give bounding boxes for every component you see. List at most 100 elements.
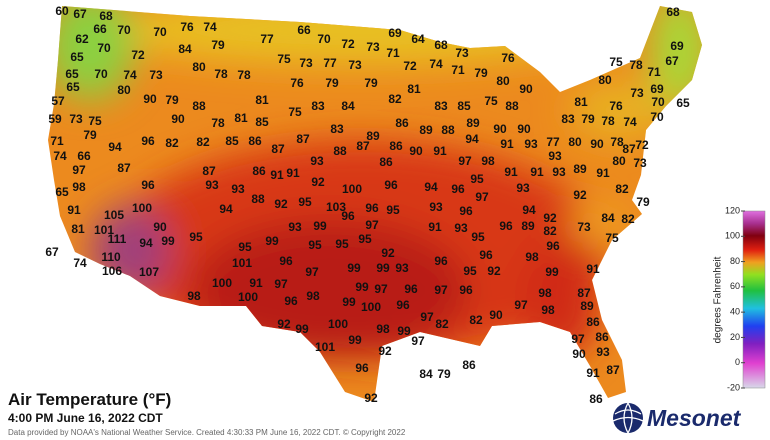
station-temp: 75 [484,94,498,108]
station-temp: 92 [381,246,395,260]
station-temp: 70 [97,41,111,55]
station-temp: 79 [581,112,595,126]
station-temp: 91 [67,203,81,217]
station-temp: 84 [178,42,192,56]
station-temp: 87 [356,139,370,153]
station-temp: 86 [389,139,403,153]
colorbar-tick-label: 60 [730,281,740,291]
station-temp: 100 [328,317,348,331]
logo: Mesonet [612,402,742,434]
station-temp: 95 [463,264,477,278]
colorbar-tick-label: 40 [730,307,740,317]
station-temp: 87 [606,363,620,377]
station-temp: 78 [214,67,228,81]
station-temp: 64 [411,32,425,46]
station-temp: 80 [598,73,612,87]
station-temp: 87 [271,142,285,156]
station-temp: 97 [305,265,319,279]
station-temp: 96 [141,134,155,148]
station-temp: 100 [361,300,381,314]
station-temp: 91 [249,276,263,290]
station-temp: 100 [342,182,362,196]
station-temp: 71 [647,65,661,79]
colorbar-tick-label: -20 [727,382,740,392]
station-temp: 96 [141,178,155,192]
colorbar-tick-label: 20 [730,332,740,342]
station-temp: 69 [670,39,684,53]
station-temp: 79 [474,66,488,80]
station-temp: 85 [457,99,471,113]
station-temp: 90 [572,347,586,361]
station-temp: 82 [543,224,557,238]
station-temp: 79 [83,128,97,142]
station-temp: 80 [496,74,510,88]
station-temp: 69 [388,26,402,40]
station-temp: 70 [153,25,167,39]
station-temp: 99 [348,333,362,347]
station-temp: 98 [72,180,86,194]
station-temp: 98 [187,289,201,303]
station-temp: 99 [376,261,390,275]
station-temp: 92 [487,264,501,278]
station-temp: 97 [374,282,388,296]
station-temp: 96 [451,182,465,196]
station-temp: 91 [428,220,442,234]
station-temp: 86 [395,116,409,130]
station-temp: 95 [470,172,484,186]
station-temp: 99 [342,295,356,309]
station-temp: 88 [441,123,455,137]
station-temp: 59 [48,112,62,126]
station-temp: 96 [279,254,293,268]
station-temp: 99 [313,219,327,233]
station-temp: 83 [434,99,448,113]
station-temp: 97 [420,310,434,324]
station-temp: 96 [404,282,418,296]
station-temp: 67 [73,7,87,21]
station-temp: 70 [117,23,131,37]
station-temp: 65 [676,96,690,110]
station-temp: 78 [211,116,225,130]
station-temp: 99 [347,261,361,275]
station-temp: 65 [65,67,79,81]
station-temp: 92 [364,391,378,405]
station-temp: 72 [341,37,355,51]
station-temp: 97 [274,277,288,291]
station-temp: 71 [50,134,64,148]
station-temp: 99 [397,324,411,338]
timestamp: 4:00 PM June 16, 2022 CDT [8,411,163,425]
station-temp: 93 [552,165,566,179]
station-temp: 90 [143,92,157,106]
station-temp: 78 [601,114,615,128]
station-temp: 82 [196,135,210,149]
station-temp: 73 [69,112,83,126]
station-temp: 66 [93,22,107,36]
station-temp: 68 [666,5,680,19]
station-temp: 57 [51,94,65,108]
station-temp: 91 [270,168,284,182]
station-temp: 75 [609,55,623,69]
station-temp: 72 [635,138,649,152]
colorbar-tick-label: 120 [725,205,740,215]
station-temp: 87 [296,132,310,146]
station-temp: 93 [395,261,409,275]
station-temp: 85 [225,134,239,148]
station-temp: 74 [53,149,67,163]
station-temp: 111 [108,232,127,246]
station-temp: 90 [409,144,423,158]
station-temp: 91 [504,165,518,179]
station-temp: 99 [295,322,309,336]
station-temp: 80 [612,154,626,168]
station-temp: 95 [335,237,349,251]
station-temp: 97 [365,218,379,232]
station-temp: 99 [265,234,279,248]
station-temp: 82 [165,136,179,150]
station-temp: 77 [323,56,337,70]
station-temp: 96 [355,361,369,375]
colorbar-tick-label: 100 [725,231,740,241]
station-temp: 86 [595,330,609,344]
station-temp: 87 [117,161,131,175]
station-temp: 68 [434,38,448,52]
station-temp: 73 [299,56,313,70]
station-temp: 86 [589,392,603,406]
